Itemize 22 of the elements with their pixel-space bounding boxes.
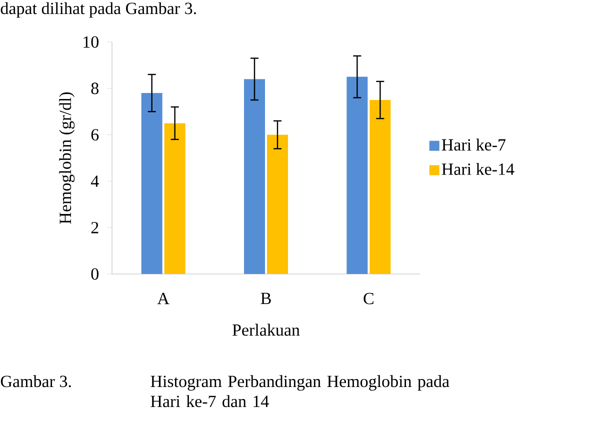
text: Histogram Perbandingan Hemoglobin pada Hari ke-7 dan 14 — [150, 375, 450, 408]
y-tick-label: 6 — [91, 129, 99, 141]
x-tick-label: A — [157, 292, 170, 304]
text: dapat dilihat pada Gambar 3. — [0, 2, 196, 18]
y-tick-label: 8 — [91, 82, 98, 94]
bar — [141, 93, 162, 274]
bar — [370, 100, 391, 274]
y-tick-label: 4 — [90, 176, 99, 187]
x-axis-title: Perlakuan — [232, 324, 300, 336]
bar — [244, 79, 265, 274]
bar — [267, 134, 288, 274]
y-axis-title: Hemoglobin (gr/dl) — [59, 92, 75, 224]
x-tick-label: B — [260, 292, 271, 304]
x-tick-label: C — [364, 292, 374, 304]
y-tick-label: 0 — [91, 268, 98, 280]
legend-label: Hari ke-14 — [442, 162, 514, 175]
y-tick-label: 2 — [91, 222, 98, 234]
bar — [164, 123, 186, 274]
y-tick-label: 10 — [84, 36, 98, 48]
legend-label: Hari ke-7 — [442, 138, 506, 151]
bar — [346, 76, 368, 274]
text: Gambar 3. — [0, 375, 71, 388]
